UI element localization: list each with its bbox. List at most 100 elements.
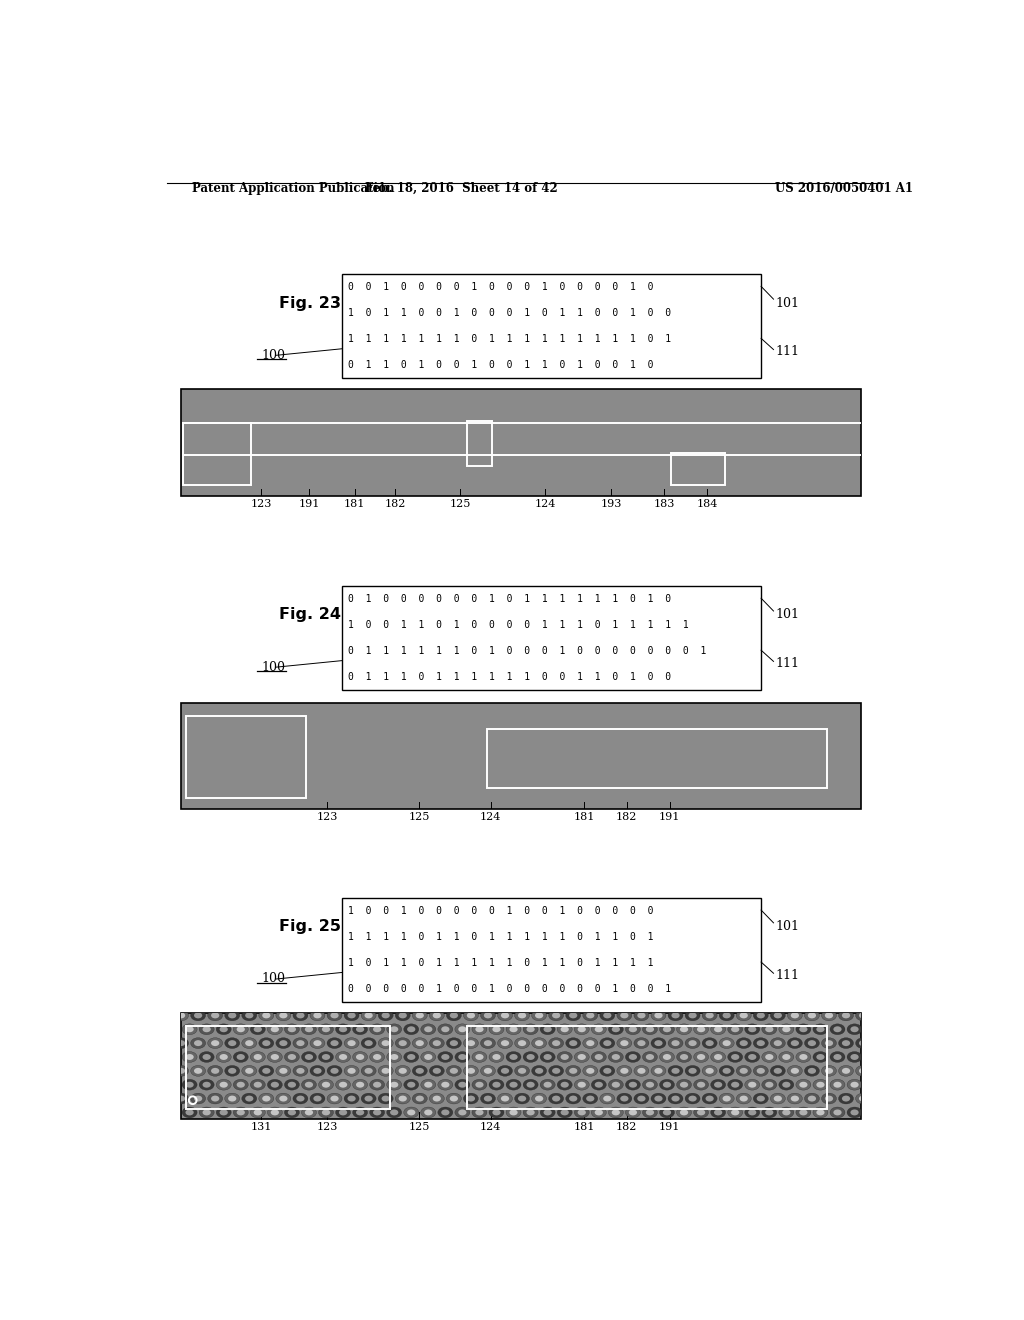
Ellipse shape (808, 1123, 816, 1130)
Ellipse shape (398, 1068, 407, 1074)
Ellipse shape (318, 455, 334, 466)
Ellipse shape (322, 688, 330, 694)
Ellipse shape (796, 428, 811, 438)
Ellipse shape (574, 1107, 589, 1118)
Ellipse shape (762, 770, 777, 780)
Ellipse shape (395, 755, 411, 766)
Ellipse shape (216, 1080, 231, 1090)
Ellipse shape (382, 444, 390, 450)
Ellipse shape (540, 455, 555, 466)
Ellipse shape (327, 1065, 342, 1076)
Ellipse shape (424, 1081, 432, 1088)
Ellipse shape (744, 400, 760, 411)
Ellipse shape (211, 730, 219, 735)
Ellipse shape (578, 688, 586, 694)
Ellipse shape (642, 400, 657, 411)
Ellipse shape (787, 810, 803, 821)
Ellipse shape (301, 400, 316, 411)
Ellipse shape (464, 414, 478, 425)
Text: Fig. 23: Fig. 23 (279, 296, 341, 310)
Ellipse shape (723, 1123, 731, 1130)
Ellipse shape (535, 444, 544, 450)
Ellipse shape (262, 1096, 270, 1102)
Ellipse shape (634, 1065, 649, 1076)
Ellipse shape (259, 783, 273, 793)
Text: 0  0  0  0  0  1  0  0  1  0  0  0  0  0  0  1  0  0  1: 0 0 0 0 0 1 0 0 1 0 0 0 0 0 0 1 0 0 1 (348, 983, 672, 994)
Ellipse shape (800, 458, 808, 465)
Ellipse shape (219, 715, 227, 722)
Ellipse shape (663, 403, 671, 409)
Ellipse shape (659, 742, 675, 752)
Ellipse shape (711, 372, 726, 383)
Ellipse shape (565, 387, 581, 397)
Ellipse shape (586, 388, 594, 395)
Ellipse shape (395, 498, 411, 508)
Ellipse shape (421, 770, 436, 780)
Ellipse shape (455, 1080, 470, 1090)
Ellipse shape (706, 444, 714, 450)
Ellipse shape (484, 1123, 493, 1130)
Ellipse shape (779, 1080, 794, 1090)
Ellipse shape (739, 813, 748, 818)
Ellipse shape (739, 1012, 748, 1019)
Ellipse shape (569, 499, 578, 506)
Ellipse shape (830, 742, 845, 752)
Ellipse shape (403, 797, 419, 808)
Ellipse shape (293, 470, 308, 480)
Ellipse shape (569, 1040, 578, 1047)
Ellipse shape (728, 483, 742, 494)
Ellipse shape (293, 1093, 308, 1104)
Ellipse shape (275, 1093, 291, 1104)
Ellipse shape (518, 758, 526, 763)
Ellipse shape (233, 483, 248, 494)
Ellipse shape (578, 743, 586, 750)
Ellipse shape (242, 498, 257, 508)
Ellipse shape (578, 1081, 586, 1088)
Ellipse shape (216, 372, 231, 383)
Ellipse shape (433, 1040, 441, 1047)
Ellipse shape (336, 1052, 350, 1063)
Ellipse shape (275, 442, 291, 453)
Ellipse shape (390, 998, 398, 1005)
Ellipse shape (280, 1123, 288, 1130)
Ellipse shape (677, 1107, 691, 1118)
Ellipse shape (165, 714, 180, 725)
Ellipse shape (842, 702, 850, 708)
Ellipse shape (322, 998, 330, 1005)
Ellipse shape (646, 771, 654, 777)
Ellipse shape (467, 1096, 475, 1102)
Ellipse shape (850, 458, 859, 465)
Ellipse shape (301, 483, 316, 494)
Ellipse shape (424, 430, 432, 437)
Ellipse shape (765, 403, 773, 409)
Ellipse shape (318, 372, 334, 383)
Ellipse shape (245, 1040, 253, 1047)
Ellipse shape (821, 755, 837, 766)
Ellipse shape (475, 998, 483, 1005)
Ellipse shape (744, 1080, 760, 1090)
Ellipse shape (723, 416, 731, 422)
Ellipse shape (719, 1038, 734, 1048)
Ellipse shape (583, 414, 598, 425)
Ellipse shape (472, 1107, 487, 1118)
Ellipse shape (216, 1107, 231, 1118)
Ellipse shape (578, 430, 586, 437)
Ellipse shape (352, 428, 368, 438)
Ellipse shape (165, 455, 180, 466)
Ellipse shape (800, 1053, 808, 1060)
Ellipse shape (834, 486, 842, 492)
Ellipse shape (702, 1010, 717, 1020)
Ellipse shape (856, 727, 870, 738)
Ellipse shape (185, 771, 194, 777)
Ellipse shape (370, 797, 385, 808)
Ellipse shape (174, 1093, 188, 1104)
Ellipse shape (224, 387, 240, 397)
Ellipse shape (634, 1010, 649, 1020)
Ellipse shape (796, 455, 811, 466)
Ellipse shape (680, 375, 688, 381)
Ellipse shape (356, 688, 365, 694)
Ellipse shape (731, 1109, 739, 1115)
Ellipse shape (616, 414, 632, 425)
Ellipse shape (168, 743, 177, 750)
Ellipse shape (711, 797, 726, 808)
